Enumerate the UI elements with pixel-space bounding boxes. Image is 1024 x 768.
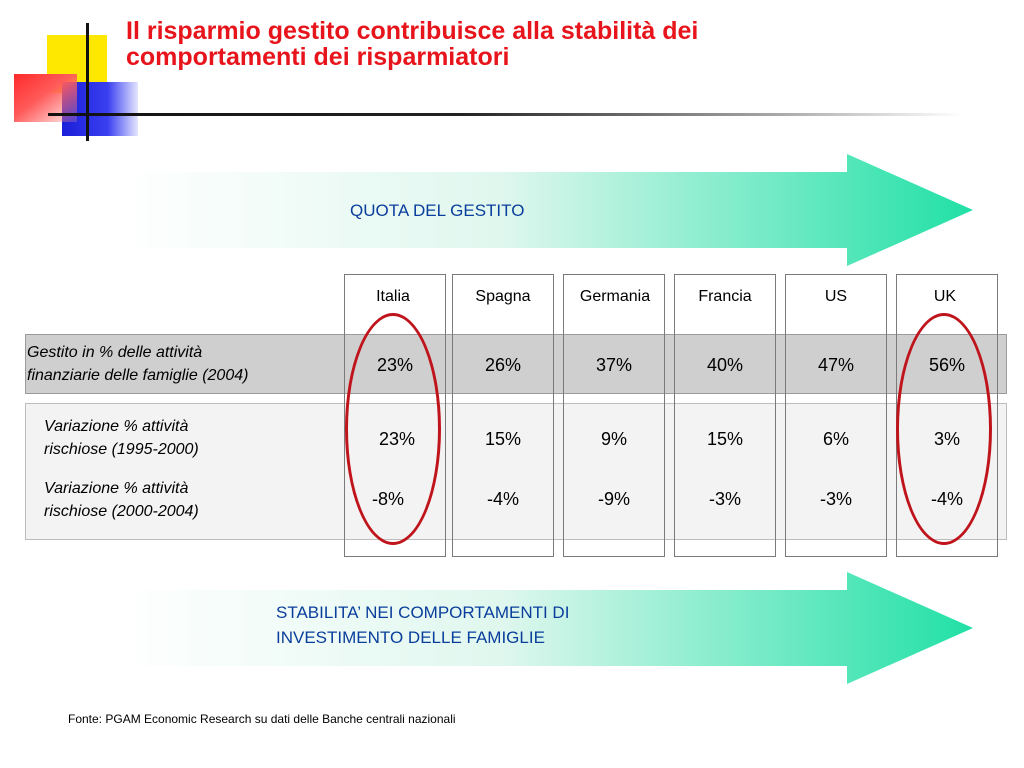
slide-title-line2: comportamenti dei risparmiatori <box>126 43 510 71</box>
cell-gestito-spagna: 26% <box>484 355 522 375</box>
highlight-ellipse-uk <box>896 313 992 545</box>
row-label-gestito-line2: finanziarie delle famiglie (2004) <box>27 367 249 384</box>
column-header-us: US <box>824 288 848 305</box>
column-box-us <box>785 274 887 557</box>
cell-var2000-spagna: -4% <box>486 489 519 509</box>
row-label-variazione-1995-line1: Variazione % attività <box>44 418 189 435</box>
source-note: Fonte: PGAM Economic Research su dati de… <box>68 712 456 726</box>
highlight-ellipse-italia <box>345 313 441 545</box>
row-label-gestito: Gestito in % delle attività finanziarie … <box>27 341 248 387</box>
cell-var1995-spagna: 15% <box>484 429 522 449</box>
cell-var2000-us: -3% <box>819 489 852 509</box>
title-underline <box>48 113 963 116</box>
column-box-germania <box>563 274 665 557</box>
cell-gestito-germania: 37% <box>595 355 633 375</box>
cell-var1995-germania: 9% <box>600 429 627 449</box>
cell-var2000-francia: -3% <box>708 489 741 509</box>
column-header-spagna: Spagna <box>475 288 531 305</box>
slide-title-line1: Il risparmio gestito contribuisce alla s… <box>126 17 699 45</box>
stabilita-label-line2: INVESTIMENTO DELLE FAMIGLIE <box>276 628 545 647</box>
column-header-italia: Italia <box>376 288 410 305</box>
cell-var1995-us: 6% <box>822 429 849 449</box>
row-label-variazione-1995-line2: rischiose (1995-2000) <box>44 441 199 458</box>
cell-var1995-francia: 15% <box>706 429 744 449</box>
row-label-variazione-2000-line2: rischiose (2000-2004) <box>44 503 199 520</box>
cell-gestito-francia: 40% <box>706 355 744 375</box>
column-header-germania: Germania <box>579 288 651 305</box>
row-label-variazione-1995: Variazione % attività rischiose (1995-20… <box>44 415 199 461</box>
column-header-uk: UK <box>933 288 957 305</box>
logo-vertical-line <box>86 23 89 141</box>
column-header-francia: Francia <box>698 288 752 305</box>
variazione-row-band <box>25 403 1007 540</box>
stabilita-label-line1: STABILITA’ NEI COMPORTAMENTI DI <box>276 603 570 622</box>
stabilita-label: STABILITA’ NEI COMPORTAMENTI DI INVESTIM… <box>276 600 569 650</box>
stabilita-arrow <box>120 572 973 684</box>
row-label-gestito-line1: Gestito in % delle attività <box>27 344 203 361</box>
gestito-row-band <box>25 334 1007 394</box>
cell-gestito-us: 47% <box>817 355 855 375</box>
slide-title: Il risparmio gestito contribuisce alla s… <box>126 18 886 70</box>
quota-label: QUOTA DEL GESTITO <box>350 201 525 220</box>
cell-var2000-germania: -9% <box>597 489 630 509</box>
column-box-francia <box>674 274 776 557</box>
row-label-variazione-2000-line1: Variazione % attività <box>44 480 189 497</box>
row-label-variazione-2000: Variazione % attività rischiose (2000-20… <box>44 477 199 523</box>
column-box-spagna <box>452 274 554 557</box>
quota-arrow <box>120 154 973 266</box>
